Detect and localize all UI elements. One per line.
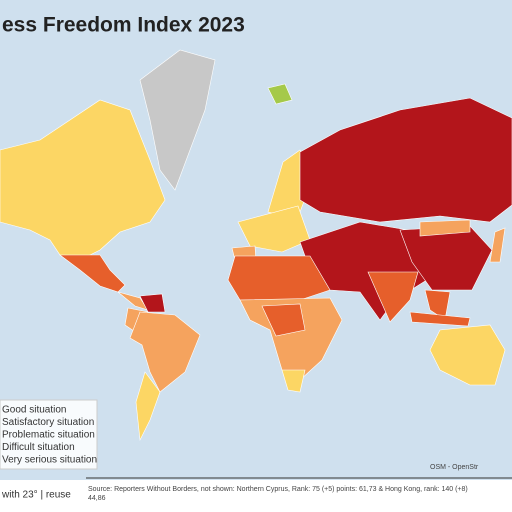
map <box>0 49 512 442</box>
region <box>367 271 419 323</box>
footer-band <box>0 480 512 512</box>
source-line: Source: Reporters Without Borders, not s… <box>88 486 468 493</box>
region <box>261 303 306 337</box>
legend-box <box>0 399 98 470</box>
region <box>299 97 512 223</box>
region <box>59 254 126 293</box>
title: ess Freedom Index 2023 <box>2 14 245 37</box>
region <box>267 83 293 105</box>
region <box>139 49 216 191</box>
source-line: 44,86 <box>88 495 106 502</box>
attribution: OSM - OpenStr <box>430 464 479 471</box>
region <box>0 99 166 261</box>
credit: with 23° | reuse <box>1 490 71 501</box>
region <box>429 324 506 386</box>
legend-label: Problematic situation <box>2 430 95 441</box>
legend-label: Very serious situation <box>2 455 97 466</box>
legend-label: Good situation <box>2 405 67 416</box>
region <box>409 311 471 327</box>
region <box>135 371 161 442</box>
legend-label: Difficult situation <box>2 442 75 453</box>
region <box>139 293 166 313</box>
region <box>489 227 506 263</box>
legend-label: Satisfactory situation <box>2 417 94 428</box>
region <box>237 205 311 253</box>
region <box>419 219 471 237</box>
region <box>281 369 306 393</box>
